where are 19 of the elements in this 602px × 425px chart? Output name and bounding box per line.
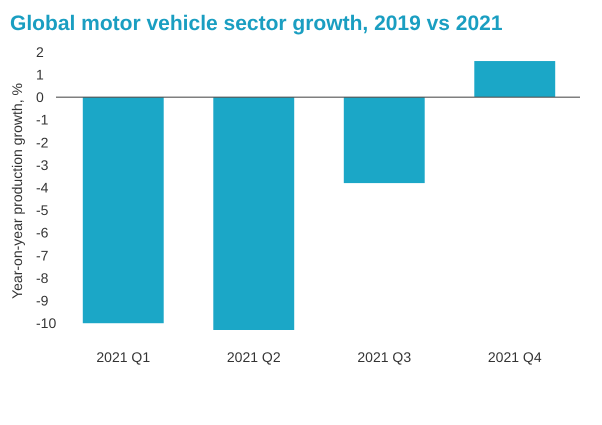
- y-tick-label: 2: [36, 44, 44, 60]
- y-tick-label: -8: [36, 270, 49, 286]
- y-axis-title: Year-on-year production growth, %: [9, 83, 25, 299]
- y-tick-label: -4: [36, 180, 49, 196]
- x-tick-label: 2021 Q1: [96, 349, 150, 365]
- y-tick-label: -1: [36, 112, 49, 128]
- x-tick-label: 2021 Q3: [357, 349, 412, 365]
- y-tick-label: -5: [36, 202, 49, 218]
- y-tick-label: -7: [36, 247, 49, 264]
- y-tick-label: -2: [36, 134, 49, 150]
- y-tick-label: 1: [36, 66, 44, 82]
- y-tick-label: 0: [36, 89, 44, 106]
- y-tick-label: -10: [36, 315, 56, 332]
- chart-title: Global motor vehicle sector growth, 2019 vs 2021: [10, 12, 503, 35]
- x-tick-label: 2021 Q4: [488, 349, 542, 365]
- x-tick-label: 2021 Q2: [226, 349, 281, 365]
- y-tick-label: -6: [36, 224, 49, 241]
- y-tick-label: -9: [36, 292, 49, 309]
- y-tick-label: -3: [36, 156, 49, 173]
